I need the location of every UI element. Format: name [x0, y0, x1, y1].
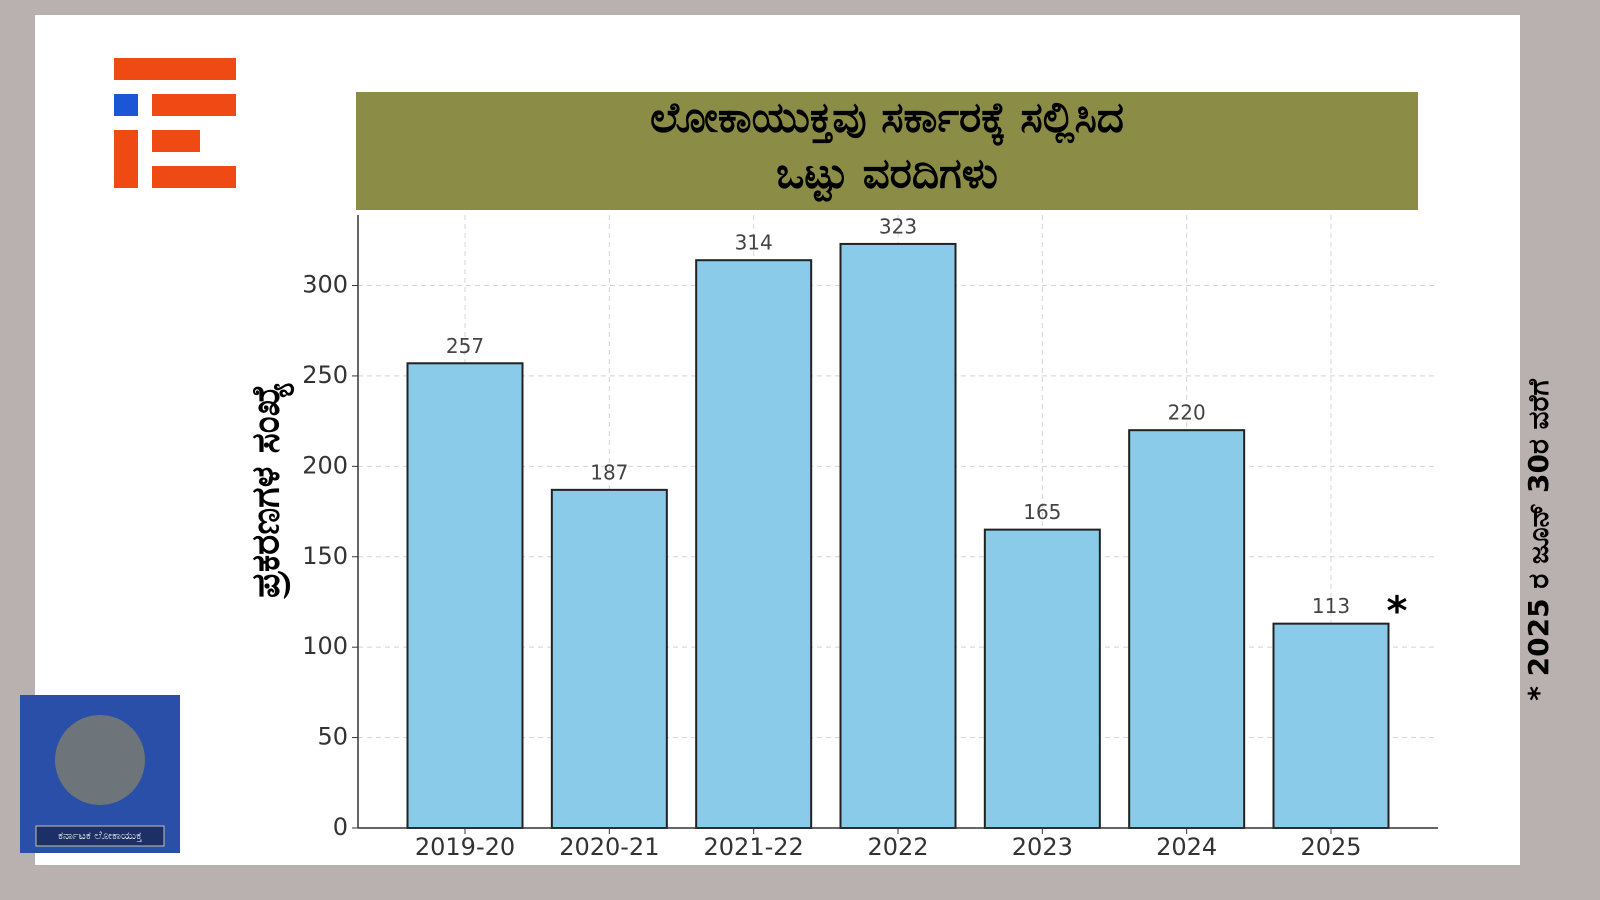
- x-tick-label: 2024: [1156, 833, 1217, 861]
- footnote: * 2025 ರ ಜೂನ್ 30ರ ವರೆಗೆ: [1522, 378, 1555, 700]
- y-tick-label: 300: [302, 271, 348, 299]
- value-label: 314: [735, 231, 773, 255]
- x-tick-label: 2022: [867, 833, 928, 861]
- value-label: 257: [446, 334, 484, 358]
- value-label: 323: [879, 214, 917, 238]
- bar: [695, 259, 813, 829]
- bar: [1128, 429, 1246, 829]
- x-tick-label: 2025: [1300, 833, 1361, 861]
- bar: [406, 362, 524, 829]
- chart-title: ಒಟ್ಟು ವರದಿಗಳು: [776, 149, 998, 202]
- y-tick-label: 150: [302, 542, 348, 570]
- y-tick-label: 0: [333, 813, 348, 841]
- y-tick-label: 50: [317, 723, 348, 751]
- annotation: *: [1387, 589, 1408, 635]
- bar: [550, 488, 668, 829]
- bar: [1272, 622, 1390, 830]
- value-label: 113: [1312, 594, 1350, 618]
- x-tick-label: 2021-22: [704, 833, 804, 861]
- x-tick-label: 2023: [1012, 833, 1073, 861]
- bar: [983, 528, 1101, 829]
- value-label: 165: [1023, 500, 1061, 524]
- logo: [114, 58, 236, 188]
- chart-title: ಲೋಕಾಯುಕ್ತವು ಸರ್ಕಾರಕ್ಕೆ ಸಲ್ಲಿಸಿದ: [650, 93, 1124, 147]
- value-label: 220: [1168, 401, 1206, 425]
- emblem: ಕರ್ನಾಟಕ ಲೋಕಾಯುಕ್ತ: [20, 695, 180, 853]
- bar: [839, 242, 957, 830]
- emblem-label: ಕರ್ನಾಟಕ ಲೋಕಾಯುಕ್ತ: [58, 829, 143, 842]
- title-box: [356, 92, 1418, 210]
- value-label: 187: [590, 460, 628, 484]
- y-tick-label: 200: [302, 451, 348, 479]
- y-axis-label: ಪ್ರಕರಣಗಳ ಸಂಖ್ಯೆ: [244, 382, 294, 599]
- x-tick-label: 2019-20: [415, 833, 515, 861]
- x-tick-label: 2020-21: [559, 833, 659, 861]
- y-tick-label: 100: [302, 632, 348, 660]
- y-tick-label: 250: [302, 361, 348, 389]
